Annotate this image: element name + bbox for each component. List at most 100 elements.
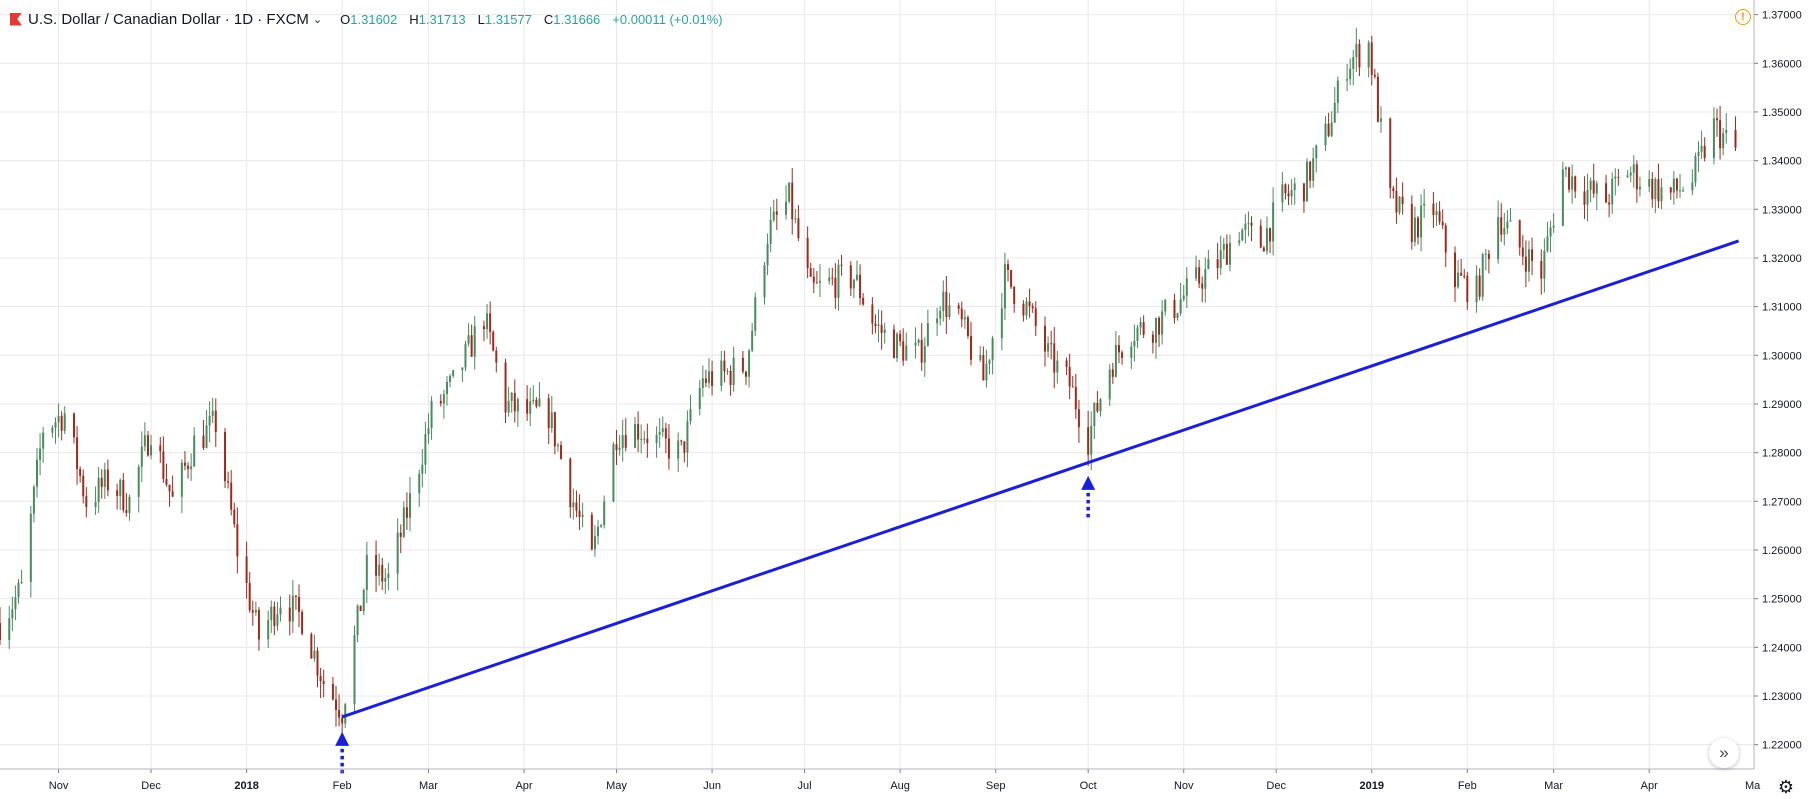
candle-body (957, 305, 960, 309)
symbol-title[interactable]: U.S. Dollar / Canadian Dollar · 1D · FXC… (28, 10, 309, 28)
candle-body (1453, 252, 1456, 288)
candle-body (146, 435, 149, 456)
close-value: C1.31666 (543, 11, 601, 27)
candle-body (581, 514, 584, 517)
candle-body (593, 536, 596, 550)
candle-body (590, 514, 593, 550)
candle-body (1611, 178, 1614, 205)
candle-body (1293, 183, 1296, 191)
candle-body (763, 265, 766, 298)
candle-body (658, 432, 661, 435)
candle-body (1712, 118, 1715, 158)
candle-body (1114, 345, 1117, 377)
candle-body (578, 510, 581, 517)
candle-body (560, 445, 563, 459)
candle-body (1651, 178, 1654, 200)
candle-body (686, 421, 689, 453)
candle-body (1546, 236, 1549, 251)
candle-body (831, 277, 834, 279)
candle-body (634, 424, 637, 448)
y-tick-label: 1.36000 (1762, 58, 1802, 70)
gear-icon[interactable]: ⚙ (1777, 777, 1795, 797)
candle-body (251, 610, 254, 613)
candle-body (1373, 74, 1376, 77)
candle-body (1694, 156, 1697, 183)
candle-body (82, 475, 85, 497)
candle-body (905, 345, 908, 361)
candle-body (603, 501, 606, 526)
candle-body (1065, 360, 1068, 367)
candle-body (1090, 425, 1093, 455)
candle-body (331, 684, 334, 700)
candle-body (1047, 343, 1050, 352)
candle-body (341, 717, 344, 724)
y-tick-label: 1.25000 (1762, 594, 1802, 606)
candle-body (1195, 267, 1198, 279)
scroll-right-icon[interactable]: » (1709, 738, 1739, 768)
candle-body (1395, 190, 1398, 213)
candle-body (1164, 299, 1167, 312)
candle-body (0, 622, 1, 641)
warning-icon[interactable]: ! (1735, 9, 1751, 25)
candle-body (1117, 345, 1120, 353)
candle-body (880, 324, 883, 333)
candle-body (547, 398, 550, 429)
candle-body (495, 350, 498, 363)
candle-body (859, 274, 862, 298)
candle-body (970, 335, 973, 360)
candle-body (211, 410, 214, 416)
candle-body (187, 465, 190, 470)
candle-body (1413, 217, 1416, 242)
candle-body (54, 422, 57, 428)
candle-body (1198, 267, 1201, 284)
candle-body (473, 326, 476, 357)
candle-body (322, 681, 325, 685)
candle-body (1053, 343, 1056, 373)
candle-body (640, 438, 643, 440)
candle-body (1185, 278, 1188, 296)
x-tick-label: Sep (986, 780, 1006, 792)
candle-body (63, 413, 66, 431)
x-tick-label: Nov (49, 780, 69, 792)
candle-body (707, 371, 710, 383)
candle-body (729, 370, 732, 385)
candle-body (1592, 180, 1595, 194)
candle-body (600, 525, 603, 527)
candle-body (1176, 313, 1179, 319)
candle-body (744, 371, 747, 377)
candle-body (624, 435, 627, 448)
candle-body (1679, 190, 1682, 192)
chevron-down-icon[interactable]: ⌄ (312, 13, 323, 26)
candle-body (785, 201, 788, 215)
candle-body (1506, 221, 1509, 229)
candle-body (298, 596, 301, 612)
candle-body (1722, 133, 1725, 149)
candle-body (569, 458, 572, 508)
y-tick-label: 1.26000 (1762, 545, 1802, 557)
candle-body (137, 466, 140, 497)
candle-body (1500, 217, 1503, 235)
candle-body (1315, 145, 1318, 159)
candle-body (384, 577, 387, 582)
candle-body (276, 614, 279, 626)
candle-body (1460, 272, 1463, 276)
candle-body (470, 335, 473, 357)
candle-body (482, 326, 485, 330)
candle-body (1074, 386, 1077, 410)
trendline-layer[interactable] (341, 239, 1740, 719)
candle-body (772, 211, 775, 221)
candle-body (1108, 369, 1111, 400)
candle-body (504, 362, 507, 413)
candle-body (100, 477, 103, 487)
candle-body (1719, 120, 1722, 149)
candle-body (335, 699, 338, 711)
candle-body (427, 428, 430, 435)
candle-body (464, 343, 467, 368)
candle-body (532, 399, 535, 402)
candle-body (791, 182, 794, 220)
candle-body (1284, 184, 1287, 194)
x-tick-label: Oct (1080, 780, 1097, 792)
candle-body (643, 438, 646, 440)
candle-body (94, 502, 97, 508)
